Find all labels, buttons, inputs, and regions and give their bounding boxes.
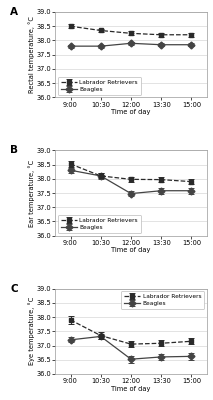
Text: B: B xyxy=(10,145,18,155)
Y-axis label: Rectal temperature, °C: Rectal temperature, °C xyxy=(28,16,35,93)
Text: A: A xyxy=(10,7,18,17)
X-axis label: Time of day: Time of day xyxy=(111,386,151,392)
Text: C: C xyxy=(10,284,18,294)
X-axis label: Time of day: Time of day xyxy=(111,109,151,115)
Legend: Labrador Retrievers, Beagles: Labrador Retrievers, Beagles xyxy=(121,291,204,309)
Legend: Labrador Retrievers, Beagles: Labrador Retrievers, Beagles xyxy=(58,215,141,233)
Y-axis label: Eye temperature, °C: Eye temperature, °C xyxy=(28,297,35,366)
Y-axis label: Ear temperature, °C: Ear temperature, °C xyxy=(28,159,35,227)
Legend: Labrador Retrievers, Beagles: Labrador Retrievers, Beagles xyxy=(58,77,141,95)
X-axis label: Time of day: Time of day xyxy=(111,247,151,253)
